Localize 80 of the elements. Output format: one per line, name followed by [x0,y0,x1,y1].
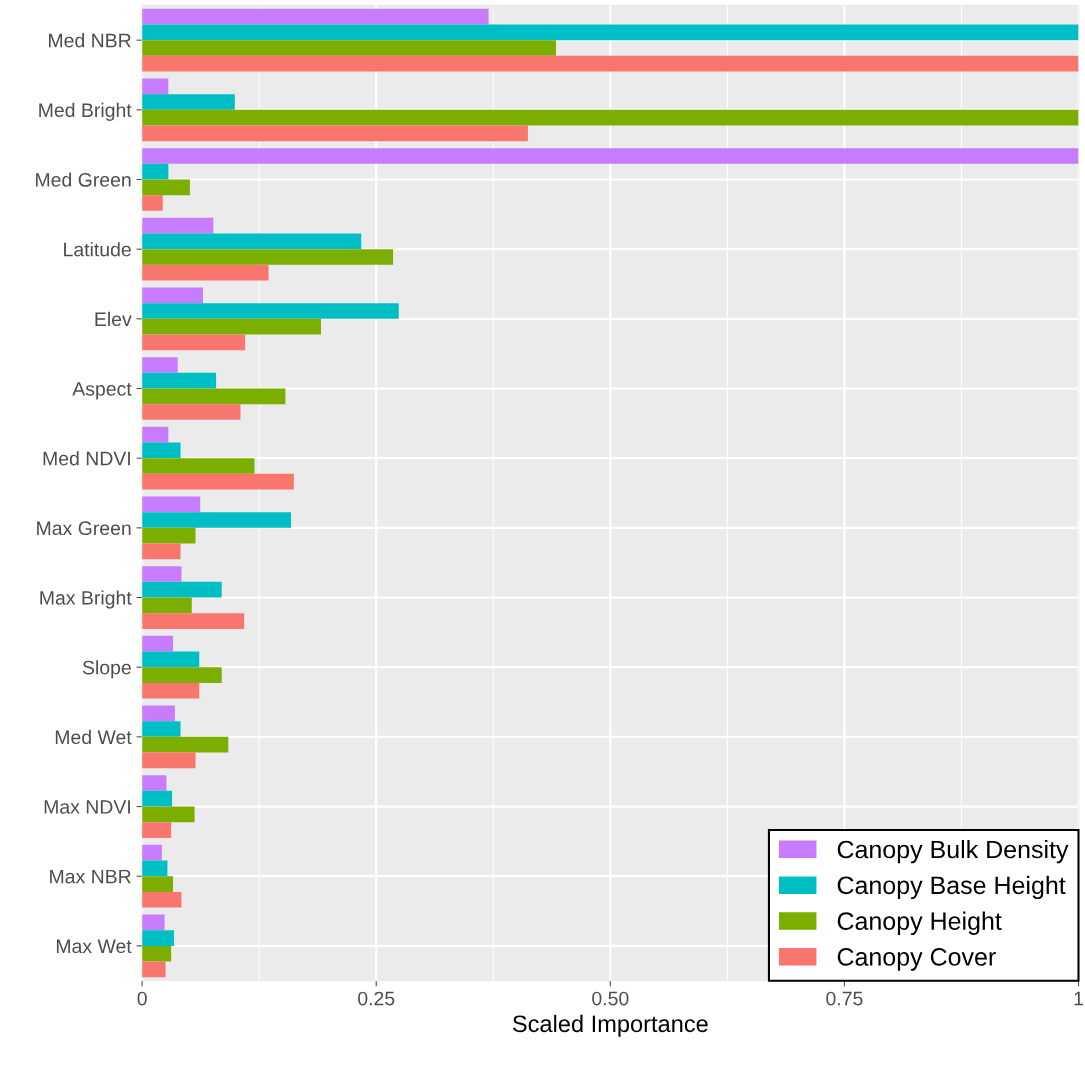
y-tick-label: Med Wet [55,729,132,745]
bar [142,945,172,962]
bar [142,543,181,560]
bar [142,496,201,513]
x-tick-label: 0.75 [826,991,863,1006]
bar [142,287,203,304]
x-tick-label: 0.25 [358,991,395,1006]
y-tick-label: Max NDVI [44,800,130,814]
x-tick-label: 1 [1074,991,1083,1006]
bar [142,334,246,351]
bar [142,40,556,56]
y-tick-label: Max Bright [40,590,132,609]
bar [142,635,174,652]
bar [142,667,222,683]
bar [142,752,196,769]
bar [142,388,286,405]
bar [142,303,399,319]
bar [142,581,222,598]
y-tick-label: Latitude [64,242,131,257]
bar [142,876,174,892]
y-tick-label: Aspect [72,382,132,400]
bar [142,891,182,908]
bar [142,860,168,877]
bar [142,233,362,250]
bar [142,148,1079,164]
y-tick-label: Med NDVI [43,451,130,466]
bar [142,264,269,281]
bar [142,961,166,978]
y-tick-label: Max Green [37,521,131,536]
bar [142,651,200,668]
bar [142,775,167,791]
y-tick-label: Med Bright [39,102,132,121]
y-tick-label: Max Wet [56,939,132,954]
legend-label: Canopy Base Height [837,875,1066,900]
bar [142,109,1079,126]
bar [142,8,489,25]
bar [142,426,169,443]
x-tick-label: 0 [137,991,147,1006]
bar [142,527,196,544]
legend-label: Canopy Cover [837,948,996,971]
bar [142,442,181,459]
y-tick-label: Med Green [36,172,131,187]
bar [142,790,173,807]
y-tick-label: Elev [95,311,132,327]
bar [142,736,229,753]
bar [142,844,162,861]
bar [142,822,172,838]
bar [142,372,217,389]
bar [142,55,1079,72]
bar [142,404,241,420]
legend-label: Canopy Bulk Density [837,840,1069,864]
bar [142,94,235,110]
bar [142,721,181,737]
bar [142,357,178,373]
x-axis-title: Scaled Importance [512,1014,708,1037]
y-tick-label: Med NBR [49,33,131,48]
bar [142,24,1079,41]
x-tick-label: 0.50 [592,991,629,1006]
bar [142,930,174,946]
bar [142,613,245,629]
bar [142,512,292,528]
y-tick-label: Slope [82,660,131,679]
bar [142,705,175,722]
bar [142,458,255,474]
bar [142,473,294,490]
legend-label: Canopy Height [837,911,1002,935]
bar [142,217,214,234]
bar [142,78,169,95]
bar [142,914,165,931]
bar [142,806,195,823]
bar [142,125,528,142]
bar [142,318,321,335]
bar [142,566,182,582]
bar [142,682,200,699]
bar [142,597,192,614]
bar [142,195,163,211]
bar [142,249,394,265]
bar [142,163,169,180]
bar [142,179,190,196]
y-tick-label: Max NBR [50,869,131,884]
